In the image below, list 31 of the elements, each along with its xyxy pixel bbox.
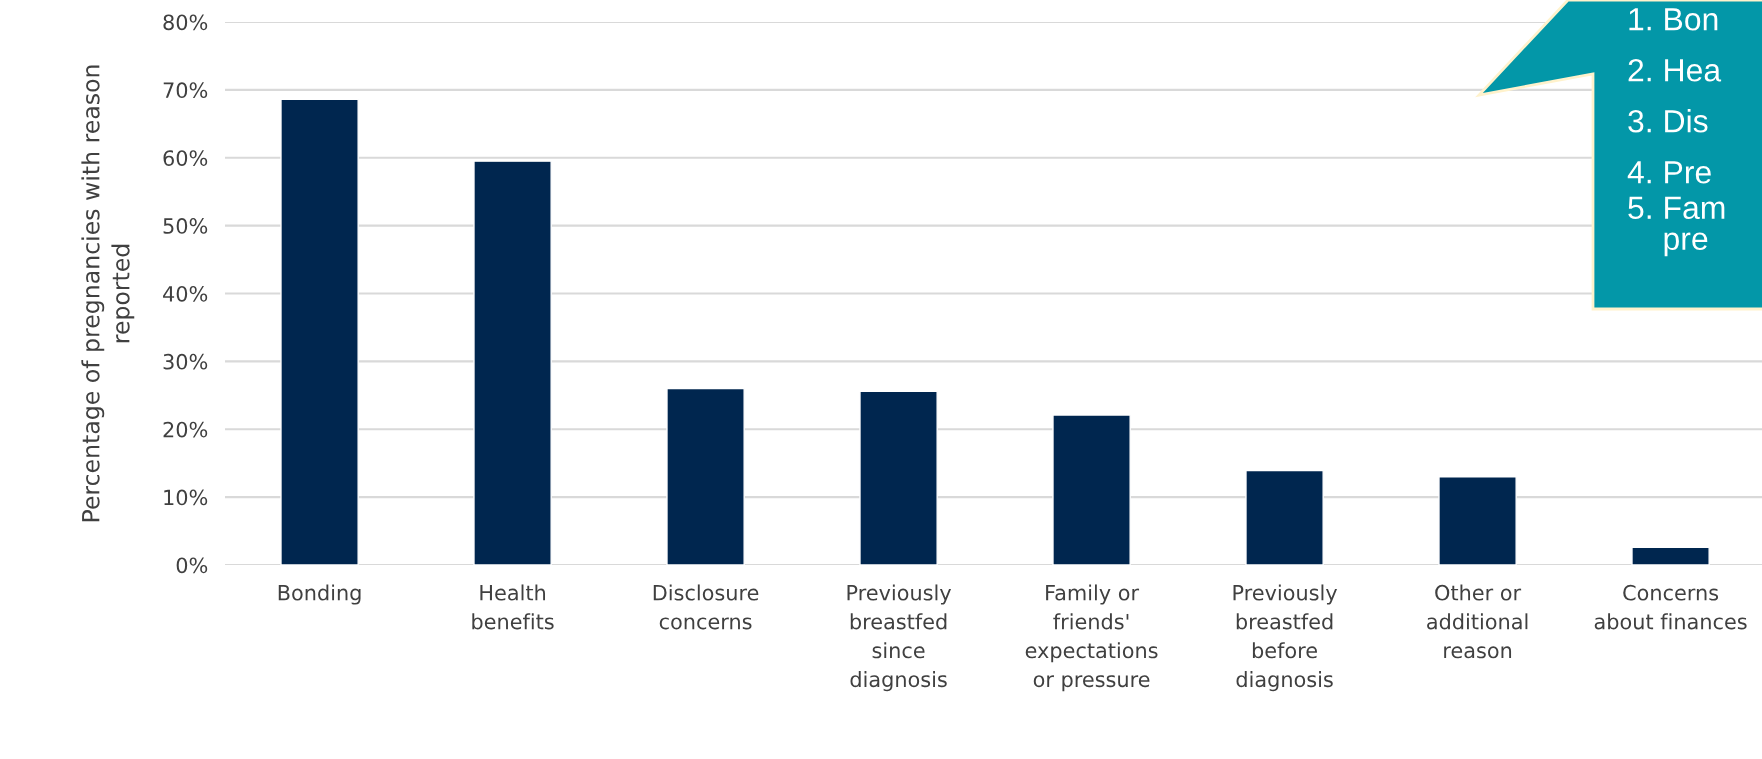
- x-tick-label: Concerns about finances: [1594, 584, 1747, 630]
- x-tick-label: Disclosure concerns: [653, 584, 759, 630]
- bar: [1245, 469, 1324, 565]
- y-tick-label: 80%: [163, 14, 208, 31]
- y-tick-label: 30%: [163, 353, 208, 370]
- y-axis-title: Percentage of pregnancies with reason reported: [81, 65, 135, 522]
- annotation: 1. Bon: [1629, 8, 1718, 31]
- annotation: 2. Hea: [1628, 58, 1722, 82]
- x-tick-label: Bonding: [278, 584, 361, 605]
- x-tick-label: Family or friends' expectations or pressure: [1025, 584, 1158, 692]
- annotation: 5. Fam pre: [1628, 196, 1725, 257]
- annotation: 4. Pre: [1627, 161, 1711, 184]
- bar: [1052, 414, 1131, 565]
- bar: [473, 160, 552, 565]
- bar: [666, 387, 745, 565]
- x-tick-label: Previously breastfed before diagnosis: [1233, 584, 1338, 692]
- y-tick-label: 20%: [163, 421, 208, 438]
- annotation: 3. Dis: [1628, 109, 1708, 133]
- bar: [859, 390, 938, 565]
- y-tick-label: 10%: [164, 489, 208, 506]
- bar: [280, 98, 359, 565]
- y-tick-label: 0%: [176, 557, 208, 574]
- x-tick-label: Previously breastfed since diagnosis: [847, 584, 952, 692]
- y-tick-label: 60%: [163, 150, 208, 166]
- x-tick-label: Health benefits: [472, 584, 554, 630]
- bar: [1438, 476, 1517, 565]
- y-tick-label: 50%: [163, 218, 208, 234]
- bar: [1631, 546, 1710, 565]
- y-tick-label: 70%: [163, 82, 208, 99]
- y-tick-label: 40%: [163, 285, 208, 302]
- x-tick-label: Other or additional reason: [1427, 584, 1528, 659]
